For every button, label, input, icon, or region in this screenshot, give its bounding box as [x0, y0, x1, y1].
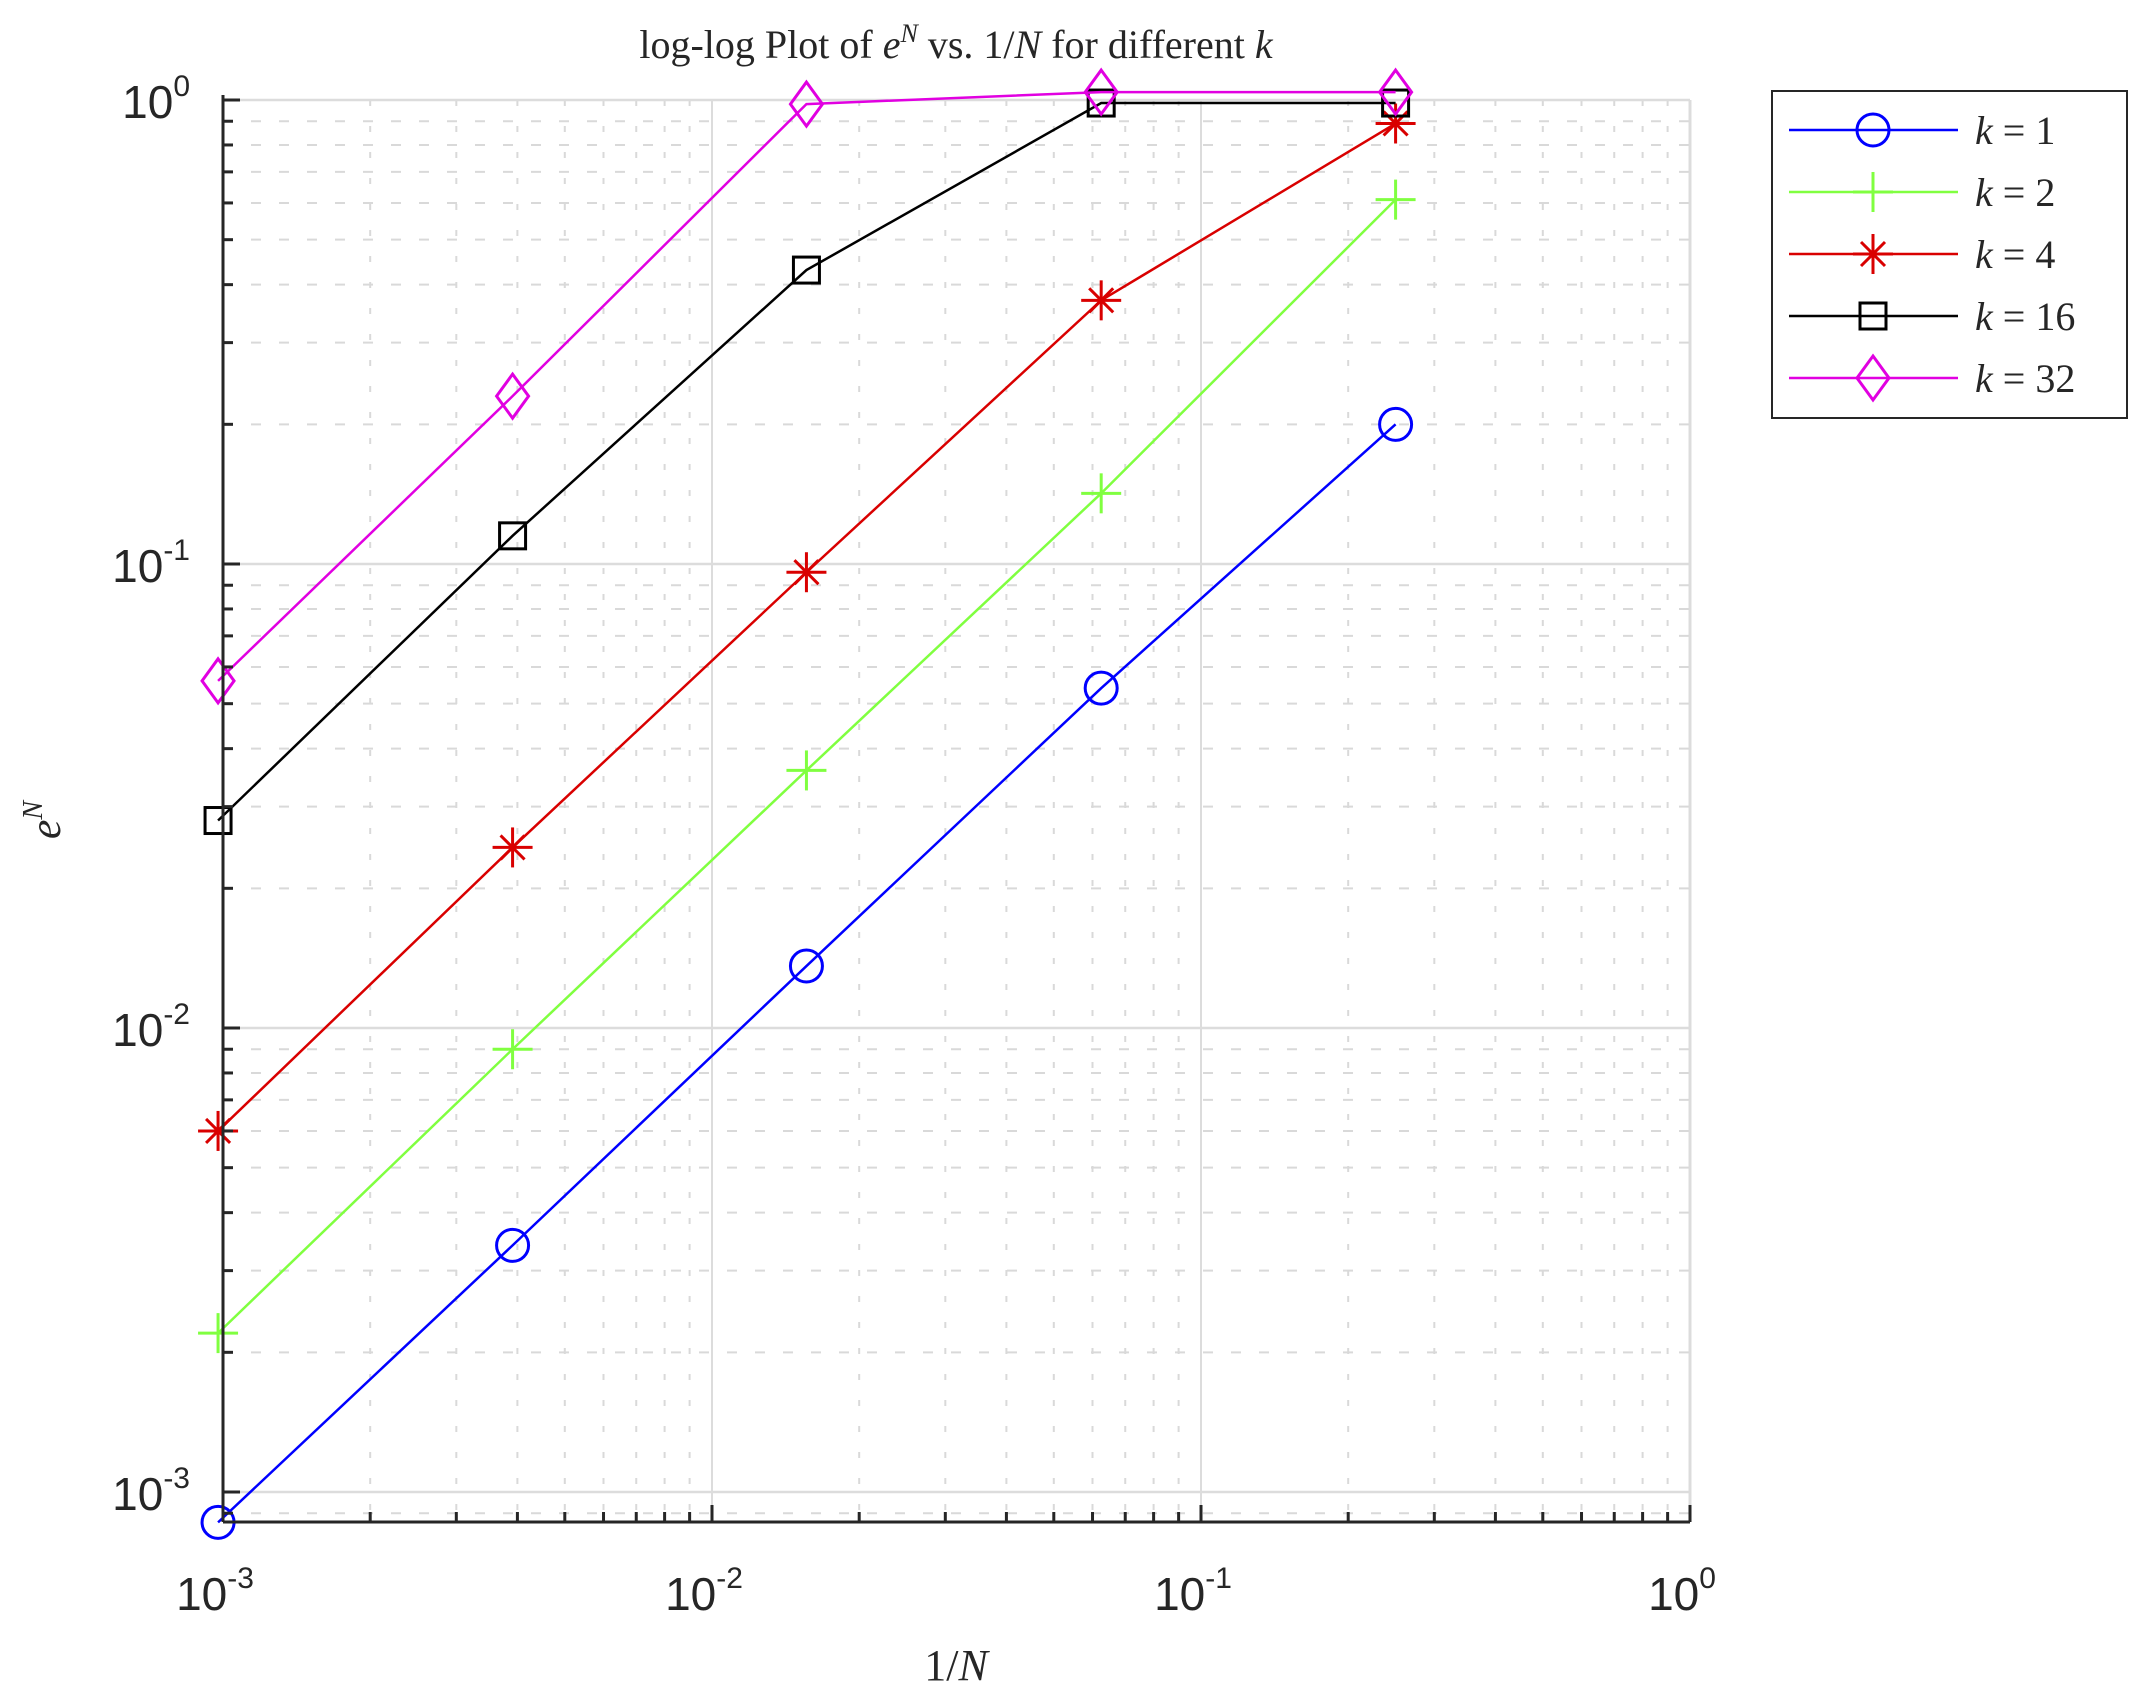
y-axis-label: eN	[18, 800, 70, 840]
asterisk-marker-icon	[492, 827, 533, 868]
axes	[221, 95, 1692, 1524]
legend-label: k = 32	[1975, 356, 2075, 401]
diamond-marker-icon	[494, 371, 531, 421]
plus-marker-icon	[1081, 473, 1122, 514]
x-tick-label: 10-2	[665, 1562, 743, 1620]
diamond-marker-icon	[200, 656, 236, 706]
svg-text:eN: eN	[18, 800, 70, 840]
asterisk-marker-icon	[1853, 234, 1893, 274]
circle-marker-icon	[788, 948, 824, 984]
x-tick-label: 10-3	[176, 1562, 254, 1620]
plot-area	[198, 67, 1692, 1540]
diamond-marker-icon	[1855, 353, 1891, 403]
asterisk-marker-icon	[786, 552, 827, 593]
x-axis-label: 1/N	[924, 1641, 990, 1690]
y-tick-label: 10-1	[112, 534, 190, 592]
square-marker-icon	[791, 255, 821, 285]
legend-item-k16: k = 16	[1789, 294, 2075, 339]
y-tick-label: 10-2	[112, 998, 190, 1056]
square-marker-icon	[1858, 301, 1888, 331]
legend: k = 1 k = 2 k = 4 k = 16 k = 32	[1771, 90, 2128, 419]
plus-marker-icon	[1853, 172, 1893, 212]
plus-marker-icon	[786, 750, 827, 791]
x-tick-label: 100	[1648, 1562, 1716, 1620]
asterisk-marker-icon	[1081, 280, 1122, 321]
legend-label: k = 4	[1975, 232, 2055, 277]
y-tick-label: 10-3	[112, 1462, 190, 1520]
plus-marker-icon	[1375, 179, 1416, 220]
x-tick-labels: 10-3 10-2 10-1 100	[176, 1562, 1716, 1620]
minor-grid	[223, 100, 1690, 1522]
chart-title: log-log Plot of eN vs. 1/N for different…	[639, 19, 1273, 67]
plus-marker-icon	[198, 1313, 239, 1354]
legend-item-k1: k = 1	[1789, 108, 2055, 153]
series-k1	[200, 406, 1414, 1540]
y-tick-label: 100	[122, 70, 190, 128]
circle-marker-icon	[1378, 406, 1414, 442]
diamond-marker-icon	[788, 79, 825, 129]
series-k2	[198, 179, 1416, 1354]
circle-marker-icon	[1083, 670, 1119, 706]
y-tick-labels: 100 10-1 10-2 10-3	[112, 70, 190, 1520]
diamond-marker-icon	[1083, 67, 1120, 117]
legend-item-k2: k = 2	[1789, 170, 2055, 215]
square-marker-icon	[498, 521, 528, 551]
legend-label: k = 16	[1975, 294, 2075, 339]
square-marker-icon	[203, 806, 233, 836]
series-k32	[200, 67, 1414, 706]
legend-item-k32: k = 32	[1789, 353, 2075, 403]
diamond-marker-icon	[1377, 67, 1414, 117]
legend-label: k = 1	[1975, 108, 2055, 153]
plus-marker-icon	[492, 1029, 533, 1070]
circle-marker-icon	[495, 1227, 531, 1263]
legend-label: k = 2	[1975, 170, 2055, 215]
circle-marker-icon	[1855, 112, 1891, 148]
x-tick-label: 10-1	[1154, 1562, 1232, 1620]
series-lines	[198, 67, 1416, 1540]
legend-item-k4: k = 4	[1789, 232, 2055, 277]
